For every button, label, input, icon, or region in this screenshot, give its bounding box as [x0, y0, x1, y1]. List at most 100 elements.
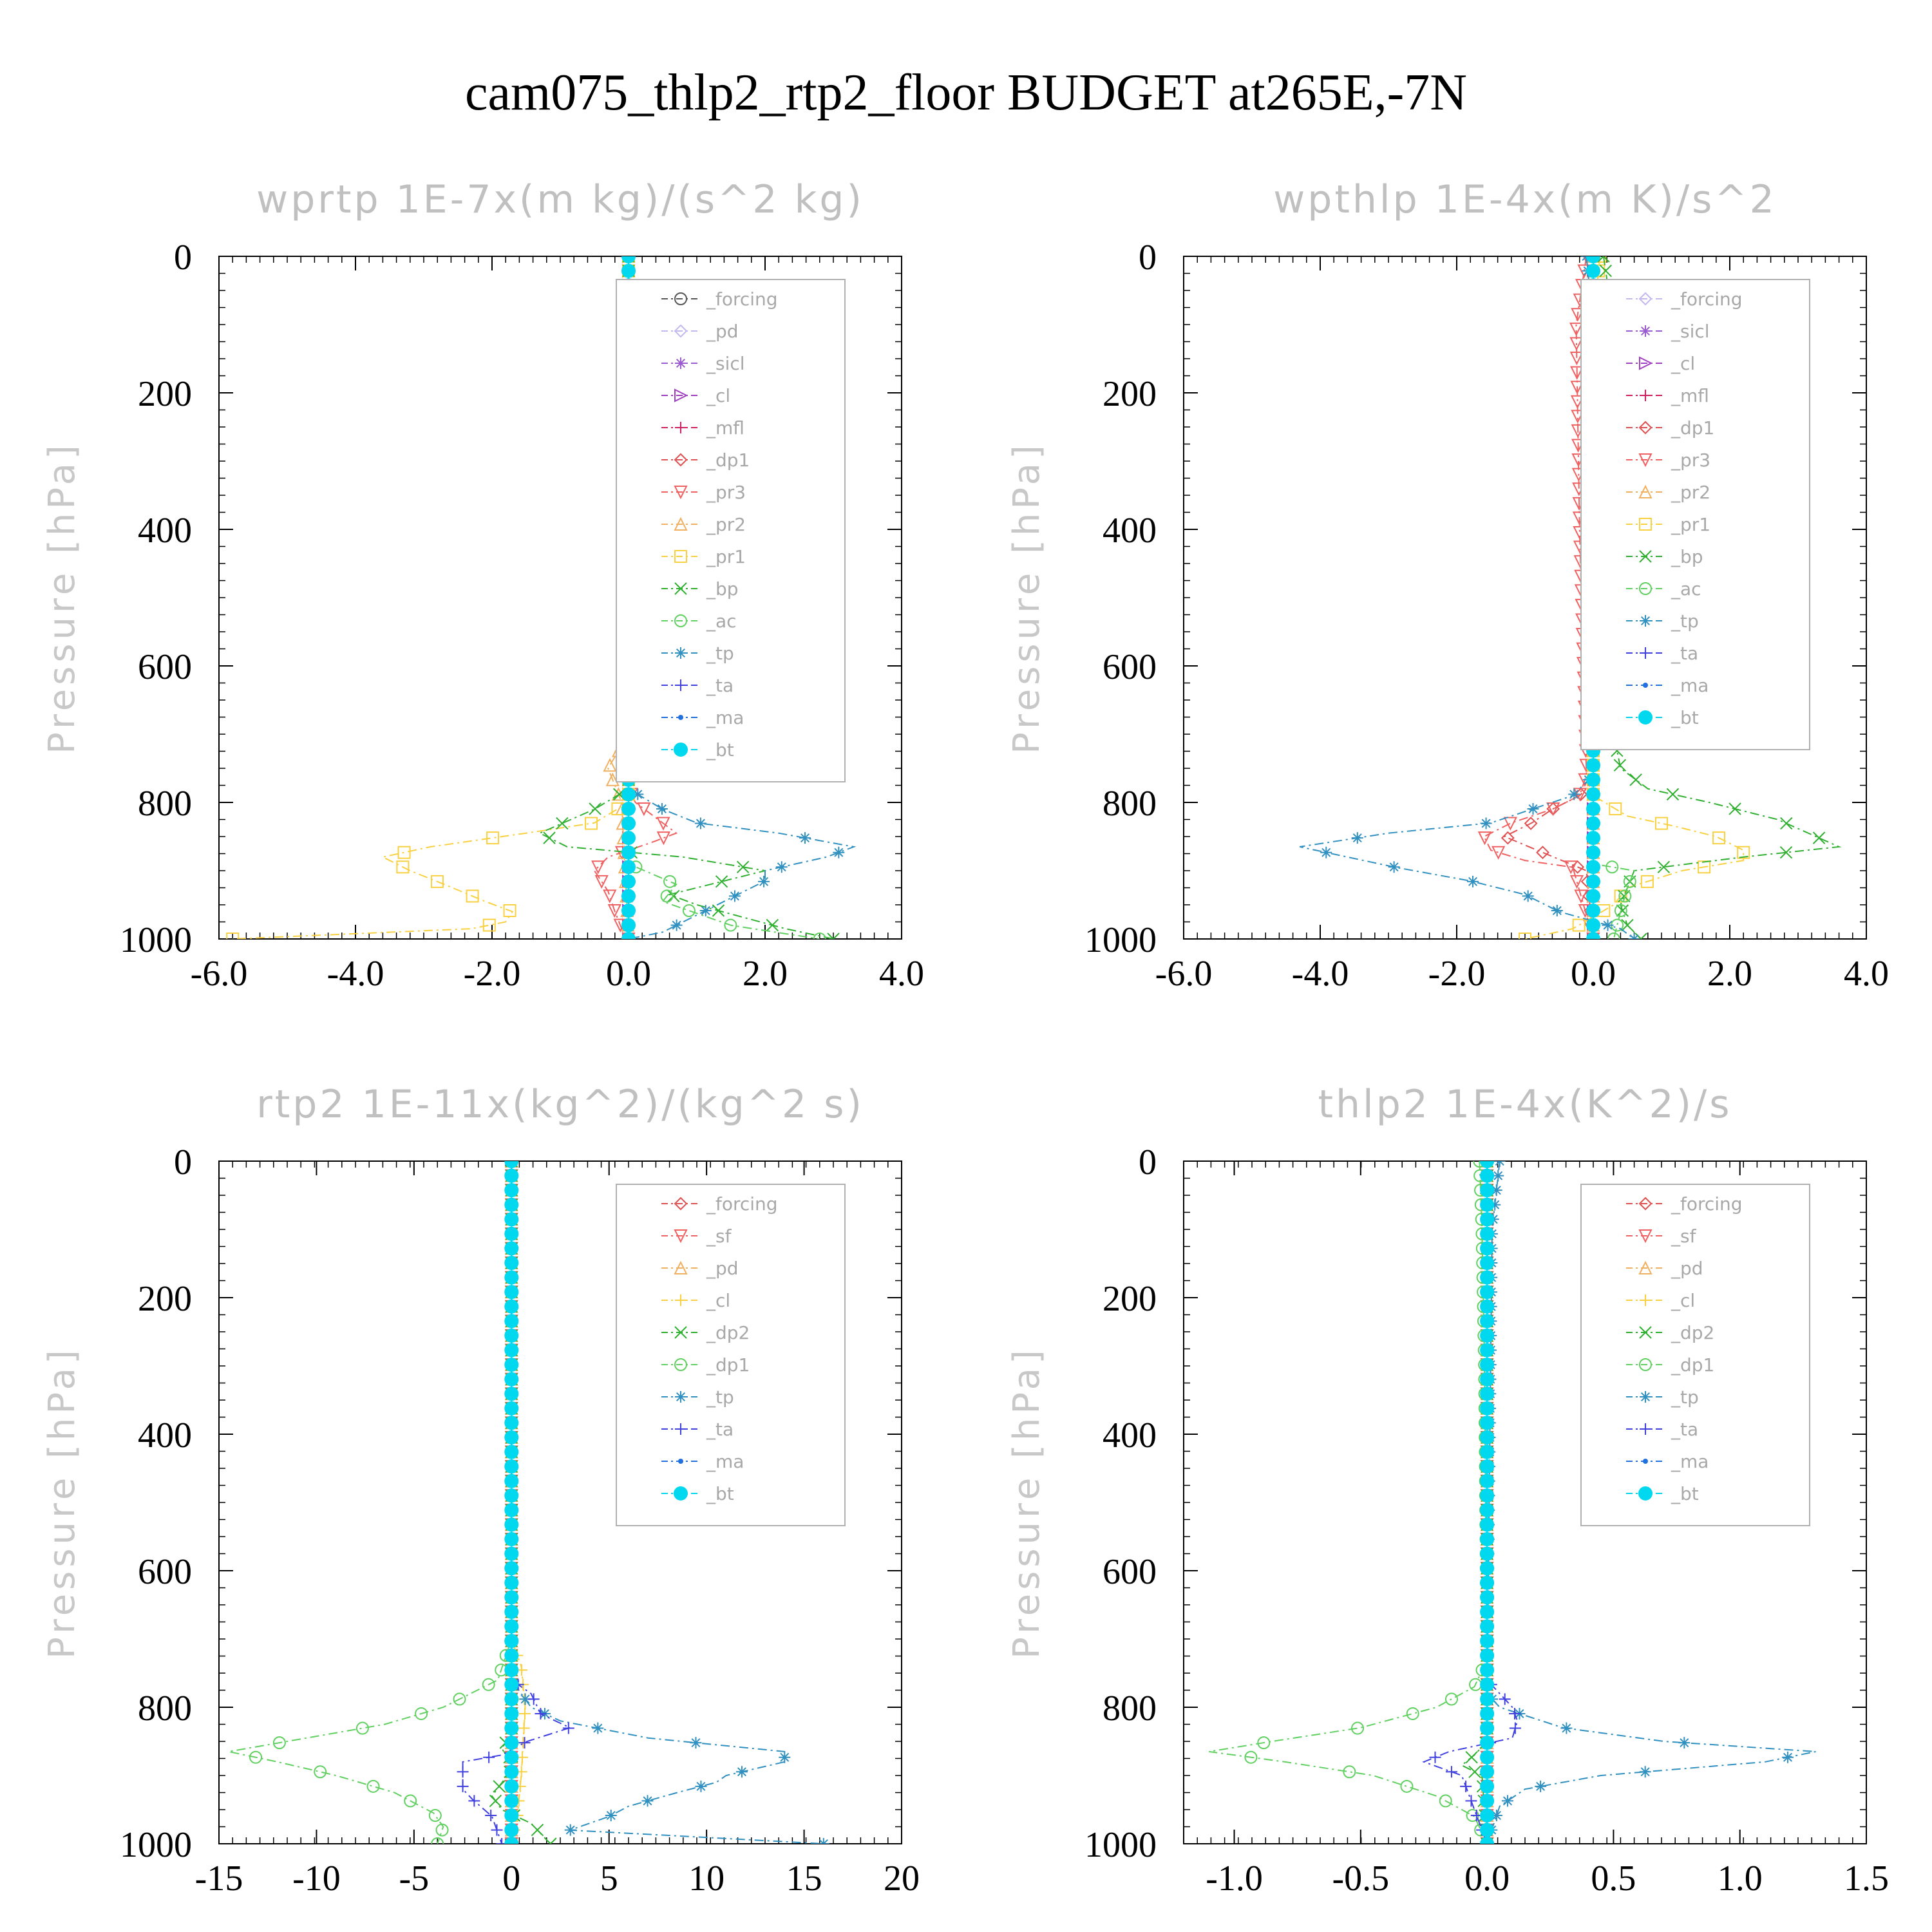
series-marker [504, 1444, 519, 1459]
series-marker [504, 1488, 519, 1503]
series-marker [482, 1678, 495, 1691]
series-marker [1737, 846, 1750, 859]
series-marker [1465, 1750, 1478, 1764]
legend-label: _forcing [1671, 289, 1743, 310]
series-marker [1480, 1750, 1495, 1765]
series-marker [1480, 1677, 1495, 1692]
series-marker [1473, 1161, 1486, 1168]
legend-marker [1638, 292, 1653, 306]
series-marker [504, 1750, 519, 1765]
y-tick-label: 800 [138, 1689, 192, 1728]
series-marker [605, 1810, 617, 1822]
x-tick-label: 0.0 [1464, 1859, 1510, 1899]
series-marker [690, 1737, 702, 1749]
legend-marker [1638, 1229, 1653, 1244]
series-marker [1480, 1161, 1495, 1168]
series-marker [1564, 860, 1578, 875]
series-marker [682, 904, 696, 918]
series-marker [1629, 773, 1642, 786]
panel-title: wpthlp 1E-4x(m K)/s^2 [1273, 177, 1777, 222]
series-marker [736, 860, 750, 873]
legend-box [1580, 279, 1810, 750]
legend-marker [1638, 1486, 1653, 1501]
legend-marker [674, 1326, 687, 1339]
y-tick-label: 600 [1103, 647, 1157, 687]
series-marker [1480, 1241, 1495, 1256]
x-tick-label: -10 [292, 1859, 341, 1899]
chart-panel-4: thlp2 1E-4x(K^2)/s Pressure [hPa] -1.0 -0.5… [1006, 1082, 1889, 1899]
legend: _forcing _pd _sicl _cl _mfl _dp1 _pr3 _pr2 _pr1 _… [616, 279, 846, 782]
legend-marker [674, 486, 688, 500]
series-marker [621, 889, 636, 904]
series-marker [564, 1824, 576, 1836]
series-marker [1574, 889, 1588, 904]
series-marker [491, 1824, 503, 1836]
series-marker [1586, 845, 1600, 860]
legend-marker [1639, 518, 1652, 531]
series-marker [1536, 846, 1549, 860]
y-tick-label: 1000 [120, 920, 192, 960]
series-marker [504, 1343, 519, 1358]
x-tick-label: 1.5 [1844, 1859, 1889, 1899]
series-marker [504, 1299, 519, 1314]
x-tick-label: 20 [884, 1859, 920, 1899]
series-marker [1618, 889, 1632, 903]
series-marker [504, 1328, 519, 1343]
series-marker [1616, 904, 1629, 917]
series-marker [504, 1473, 519, 1488]
legend-label: _bt [706, 1483, 734, 1504]
series-marker [504, 1721, 519, 1736]
series-line [228, 1161, 513, 1844]
x-tick-label: 5 [600, 1859, 618, 1899]
series-marker [404, 1794, 417, 1808]
series-marker [1444, 1692, 1458, 1706]
y-tick-label: 400 [138, 511, 192, 551]
series-marker [504, 1168, 519, 1183]
series-marker [396, 860, 410, 874]
series-marker [621, 831, 636, 846]
series-bt [504, 1161, 519, 1844]
series-marker [1480, 1226, 1495, 1241]
series-marker [1480, 1779, 1495, 1794]
series-marker [1480, 1314, 1495, 1329]
series-marker [1586, 932, 1600, 939]
series-marker [1569, 352, 1584, 366]
series-marker [605, 772, 620, 786]
series-marker [1480, 1212, 1495, 1227]
series-marker [1586, 860, 1600, 875]
series-marker [1445, 1766, 1457, 1778]
series-marker [1480, 1692, 1495, 1707]
series-marker [1480, 1488, 1495, 1503]
legend-label: _mfl [1671, 385, 1709, 406]
series-marker [1480, 1256, 1495, 1271]
legend-marker [1640, 1423, 1651, 1435]
series-marker [486, 831, 500, 845]
series-line [232, 256, 629, 939]
series-marker [1480, 1401, 1495, 1416]
series-marker [817, 1838, 829, 1844]
x-tick-label: 1.0 [1718, 1859, 1763, 1899]
legend-marker [675, 422, 687, 433]
series-marker [504, 1604, 519, 1619]
series-line [1209, 1161, 1488, 1844]
series-marker [637, 802, 651, 817]
legend-label: _ma [706, 1451, 744, 1472]
series-marker [1480, 1285, 1495, 1300]
series-marker [1477, 831, 1492, 846]
series-marker [1602, 919, 1614, 931]
series-marker [518, 1722, 530, 1734]
series-marker [1480, 1575, 1495, 1590]
series-marker [813, 933, 826, 939]
legend-marker [674, 614, 687, 627]
series-marker [468, 1795, 480, 1807]
series-marker [1490, 1184, 1502, 1197]
series-marker [1480, 1648, 1495, 1663]
series-marker [656, 802, 668, 815]
legend-marker [674, 1229, 688, 1244]
series-marker [724, 918, 737, 932]
series-marker [504, 1837, 519, 1844]
series-marker [504, 1634, 519, 1649]
y-tick-label: 200 [138, 1279, 192, 1319]
series-marker [1351, 832, 1363, 844]
series-marker [1480, 1823, 1495, 1837]
